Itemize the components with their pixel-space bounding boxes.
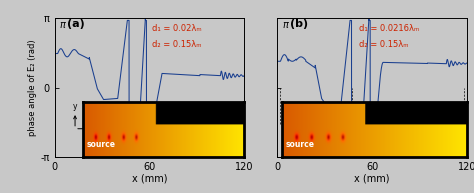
Text: $\pi$: $\pi$: [282, 20, 290, 30]
Text: x: x: [92, 124, 97, 133]
Text: y: y: [73, 102, 77, 111]
X-axis label: x (mm): x (mm): [132, 174, 167, 184]
Text: d₁ = 0.02λₘ: d₁ = 0.02λₘ: [153, 25, 202, 33]
Text: L₁: L₁: [315, 108, 323, 118]
Text: (b): (b): [290, 19, 308, 29]
Text: L₂: L₂: [406, 108, 414, 118]
Text: source: source: [286, 140, 315, 149]
Text: d₂ = 0.15λₘ: d₂ = 0.15λₘ: [359, 40, 409, 49]
Y-axis label: phase angle of E₂ (rad): phase angle of E₂ (rad): [28, 40, 37, 136]
Text: d₂ = 0.15λₘ: d₂ = 0.15λₘ: [153, 40, 202, 49]
Text: d₁ = 0.0216λₘ: d₁ = 0.0216λₘ: [359, 25, 419, 33]
Text: $\pi$: $\pi$: [59, 20, 67, 30]
Text: source: source: [86, 140, 115, 149]
X-axis label: x (mm): x (mm): [355, 174, 390, 184]
Text: (a): (a): [67, 19, 85, 29]
